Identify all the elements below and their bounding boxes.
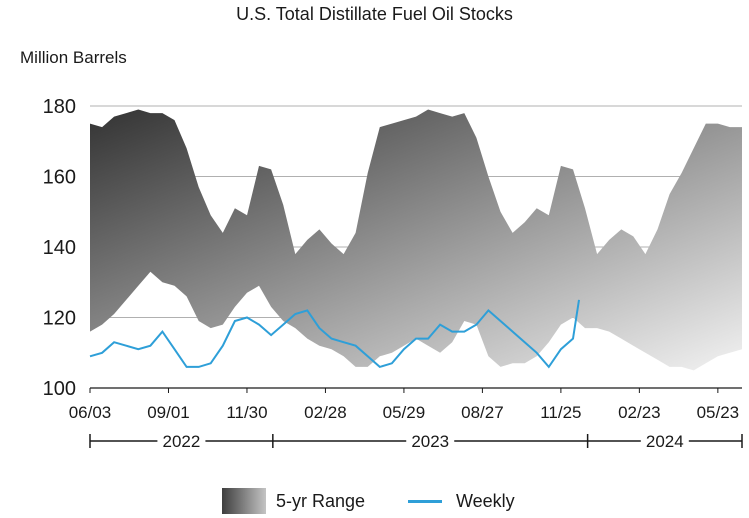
year-label-bg: [406, 432, 455, 450]
chart-legend: 5-yr Range Weekly: [0, 488, 749, 516]
year-label-bg: [157, 432, 206, 450]
y-tick-label: 120: [43, 308, 76, 330]
chart-title: U.S. Total Distillate Fuel Oil Stocks: [236, 4, 513, 24]
x-tick-label: 05/29: [383, 403, 426, 422]
x-tick-label: 06/03: [69, 403, 112, 422]
y-axis-label: Million Barrels: [20, 48, 127, 67]
x-tick-label: 11/30: [226, 403, 267, 422]
x-tick-label: 05/23: [697, 403, 740, 422]
weekly-line: [89, 299, 580, 369]
legend-range-label: 5-yr Range: [276, 491, 366, 511]
x-tick-label: 09/01: [147, 403, 190, 422]
x-tick-label: 02/28: [304, 403, 347, 422]
year-label: 2024: [646, 432, 684, 451]
year-label: 2022: [163, 432, 201, 451]
year-label: 2023: [411, 432, 449, 451]
x-tick-label: 08/27: [461, 403, 504, 422]
chart-plot: 100 120 140 160 180 06/03 09/01 11/30 02/28 05/29…: [43, 96, 743, 451]
year-label-bg: [640, 432, 689, 450]
y-tick-label: 160: [43, 167, 76, 189]
y-tick-label: 180: [43, 96, 76, 118]
x-tick-label: 02/23: [618, 403, 661, 422]
y-tick-label: 100: [43, 378, 76, 400]
range-band: [90, 109, 742, 371]
x-tick-label: 11/25: [540, 403, 581, 422]
legend-weekly-swatch: [408, 500, 442, 503]
y-tick-label: 140: [43, 237, 76, 259]
legend-range-swatch: [222, 488, 266, 514]
legend-weekly-label: Weekly: [456, 491, 515, 511]
